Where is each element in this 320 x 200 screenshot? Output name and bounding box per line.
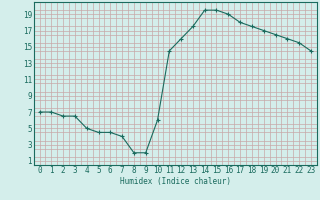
- X-axis label: Humidex (Indice chaleur): Humidex (Indice chaleur): [120, 177, 231, 186]
